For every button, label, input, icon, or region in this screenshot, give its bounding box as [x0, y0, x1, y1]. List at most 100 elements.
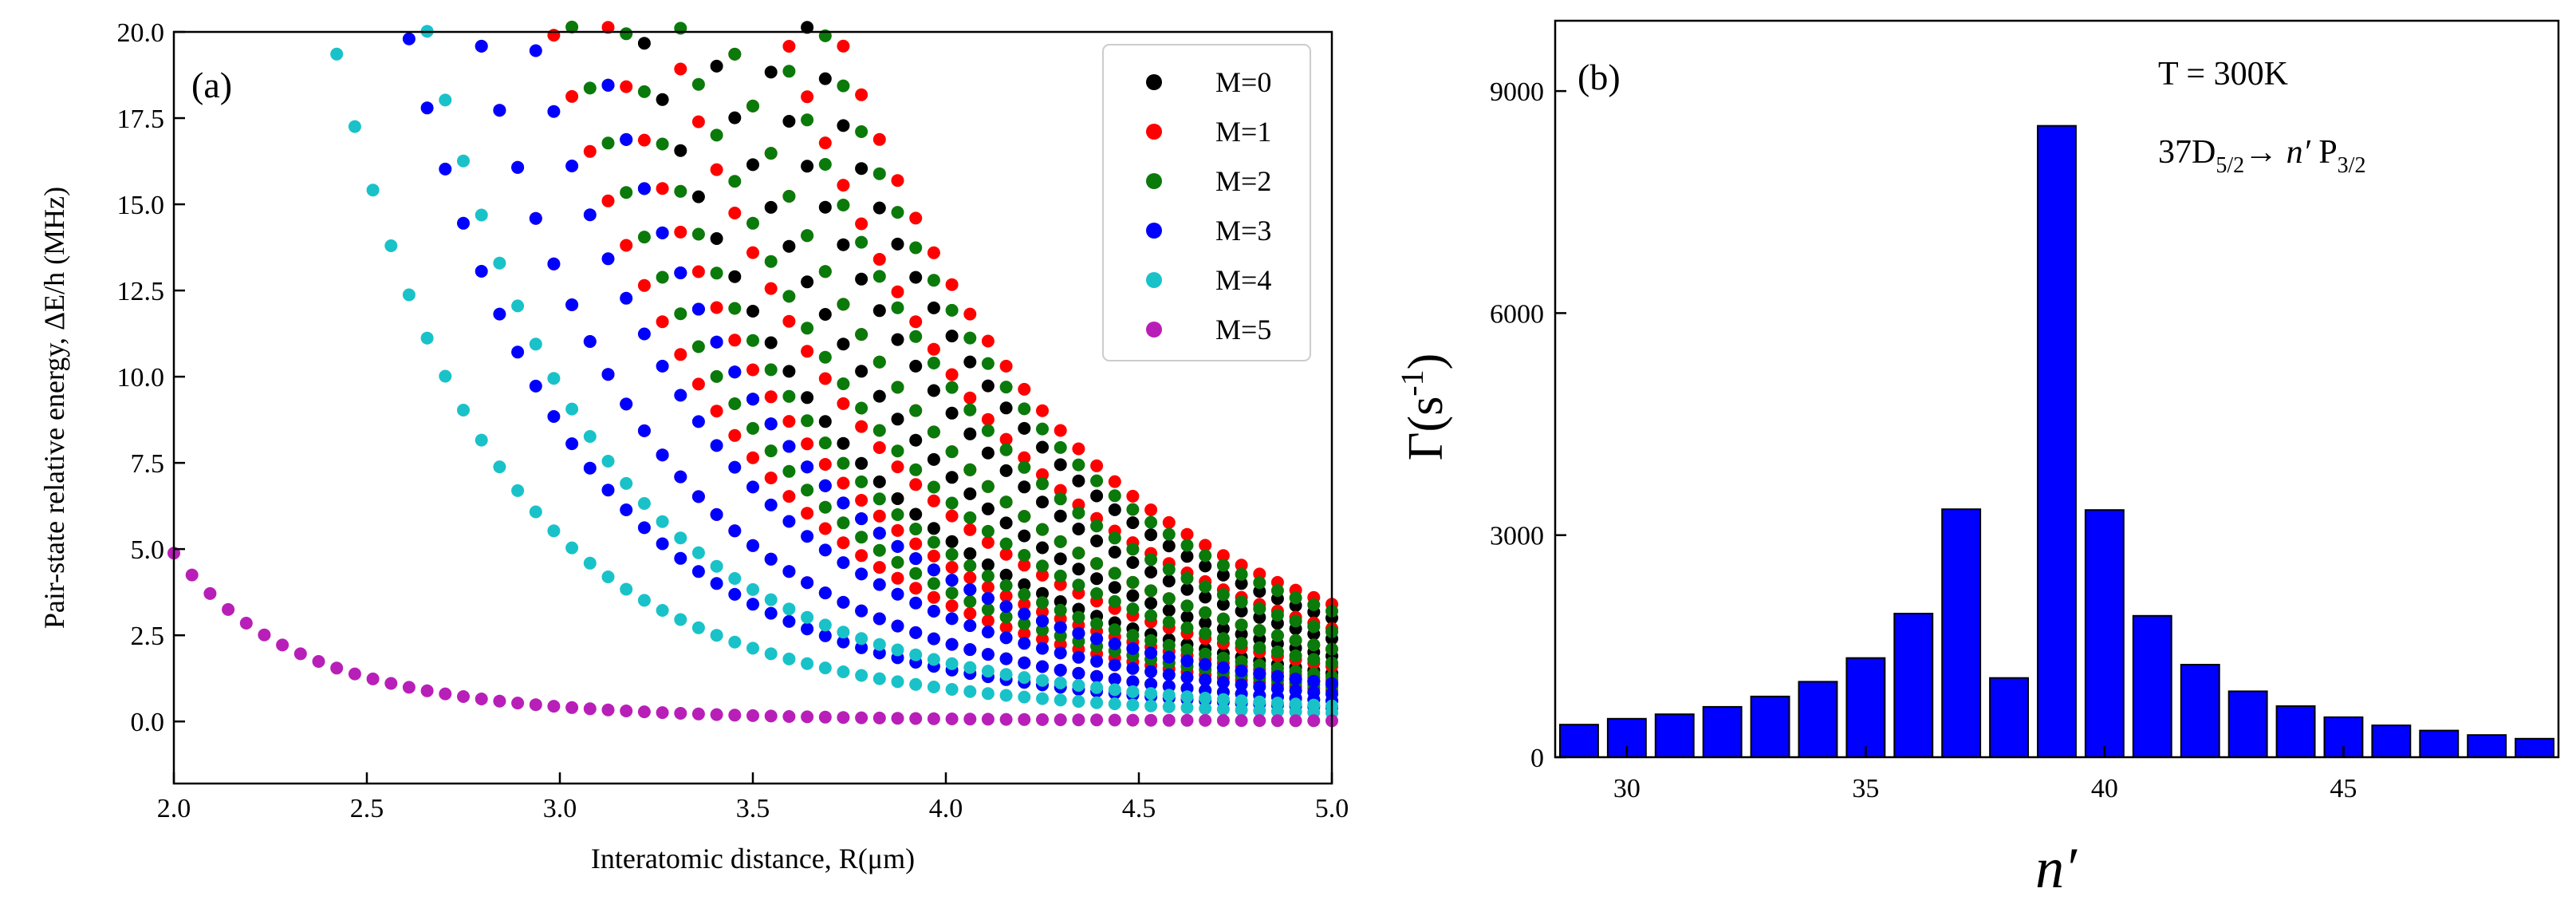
- data-point: [746, 216, 759, 230]
- data-point: [927, 605, 940, 618]
- data-point: [981, 570, 995, 582]
- data-point: [1144, 665, 1158, 678]
- data-point: [1072, 474, 1085, 488]
- data-point: [1072, 650, 1085, 664]
- data-point: [837, 635, 850, 649]
- data-point: [1144, 515, 1158, 529]
- panel-b-ylabel: Γ(s-1): [1394, 353, 1453, 461]
- data-point: [1235, 714, 1248, 728]
- data-point: [1054, 552, 1067, 566]
- data-point: [529, 44, 542, 57]
- panel-a-points: [167, 20, 1338, 728]
- y-tick-label: 17.5: [117, 105, 165, 134]
- data-point: [1199, 647, 1212, 661]
- data-point: [1018, 588, 1031, 601]
- data-point: [1018, 690, 1031, 704]
- data-point: [818, 479, 832, 492]
- data-point: [1144, 646, 1158, 660]
- data-point: [475, 433, 488, 447]
- data-point: [601, 703, 615, 717]
- data-point: [872, 424, 886, 437]
- data-point: [728, 460, 742, 474]
- data-point: [782, 239, 796, 253]
- data-point: [782, 190, 796, 203]
- data-point: [999, 464, 1013, 477]
- data-point: [818, 72, 832, 85]
- data-point: [945, 368, 959, 381]
- data-point: [1199, 559, 1212, 573]
- data-point: [330, 47, 344, 61]
- data-point: [872, 543, 886, 557]
- data-point: [601, 368, 615, 381]
- data-point: [728, 175, 742, 188]
- data-point: [891, 619, 904, 633]
- data-point: [1199, 549, 1212, 563]
- data-point: [620, 397, 633, 411]
- data-point: [1235, 664, 1248, 677]
- data-point: [728, 587, 742, 601]
- data-point: [945, 303, 959, 317]
- data-point: [691, 302, 705, 316]
- data-point: [927, 425, 940, 439]
- data-point: [366, 672, 380, 685]
- legend-label: M=3: [1215, 215, 1271, 247]
- data-point: [620, 27, 633, 41]
- data-point: [1199, 580, 1212, 594]
- x-tick-label: 45: [2330, 774, 2357, 803]
- data-point: [927, 494, 940, 507]
- data-point: [927, 549, 940, 563]
- temperature-annotation: T = 300K: [2158, 56, 2288, 93]
- data-point: [601, 78, 615, 92]
- data-point: [801, 229, 814, 243]
- data-point: [764, 65, 778, 79]
- data-point: [981, 592, 995, 605]
- data-point: [891, 523, 904, 537]
- data-point: [1126, 543, 1140, 556]
- data-point: [818, 586, 832, 600]
- data-point: [945, 471, 959, 484]
- data-point: [312, 655, 325, 668]
- x-tick-label: 2.5: [350, 794, 384, 823]
- data-point: [1144, 584, 1158, 598]
- data-point: [872, 638, 886, 651]
- data-point: [801, 90, 814, 104]
- data-point: [855, 669, 869, 682]
- data-point: [493, 460, 506, 474]
- data-point: [710, 507, 723, 521]
- data-point: [746, 480, 759, 494]
- data-point: [818, 415, 832, 428]
- panel-a-energy-scatter: 2.0 2.5 3.0 3.5 4.0 4.5 5.0 0.0 2.5 5.0 7.5 10.0 12.…: [38, 18, 1349, 874]
- series-M4-points: [330, 25, 1338, 720]
- data-point: [728, 635, 742, 649]
- data-point: [1199, 606, 1212, 619]
- data-point: [782, 40, 796, 53]
- data-point: [818, 136, 832, 150]
- data-point: [1108, 581, 1121, 594]
- data-point: [1108, 683, 1121, 697]
- data-point: [909, 315, 923, 329]
- data-point: [981, 558, 995, 571]
- data-point: [1216, 676, 1230, 689]
- panel-a-ylabel: Pair-state relative energy, ΔE/h (MHz): [38, 187, 70, 629]
- data-point: [529, 211, 542, 225]
- data-point: [674, 551, 687, 565]
- data-point: [981, 379, 995, 393]
- data-point: [764, 647, 778, 661]
- data-point: [1036, 568, 1049, 582]
- data-point: [1072, 626, 1085, 640]
- data-point: [691, 77, 705, 91]
- data-point: [891, 237, 904, 251]
- data-point: [1199, 590, 1212, 604]
- data-point: [818, 350, 832, 364]
- data-point: [801, 610, 814, 624]
- data-point: [999, 537, 1013, 551]
- data-point: [620, 582, 633, 596]
- data-point: [1199, 539, 1212, 552]
- data-point: [1216, 702, 1230, 716]
- data-point: [945, 535, 959, 548]
- data-point: [782, 389, 796, 403]
- data-point: [891, 508, 904, 521]
- data-point: [782, 710, 796, 723]
- data-point: [837, 496, 850, 510]
- data-point: [1072, 679, 1085, 692]
